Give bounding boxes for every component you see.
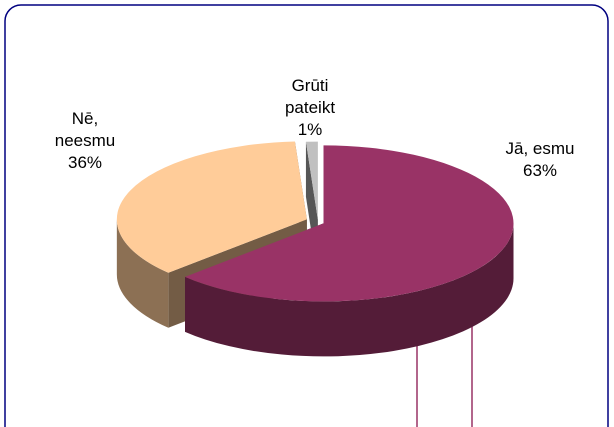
slice (116, 141, 307, 273)
category-label: Grūti pateikt (284, 76, 336, 117)
slice-label: Grūti pateikt 1% (260, 75, 360, 141)
value-label: 63% (522, 161, 558, 180)
slice-label: Nē, neesmu 36% (35, 108, 135, 174)
category-label: Jā, esmu (505, 139, 575, 158)
category-label: Nē, neesmu (54, 109, 116, 150)
value-label: 1% (297, 120, 323, 139)
slice-side (185, 223, 514, 357)
frame (4, 4, 609, 427)
slice (185, 145, 514, 302)
slice (305, 141, 318, 220)
slice-label: Jā, esmu 63% (490, 138, 590, 182)
value-label: 36% (67, 153, 103, 172)
pie (116, 141, 514, 357)
slice-side (116, 219, 169, 328)
